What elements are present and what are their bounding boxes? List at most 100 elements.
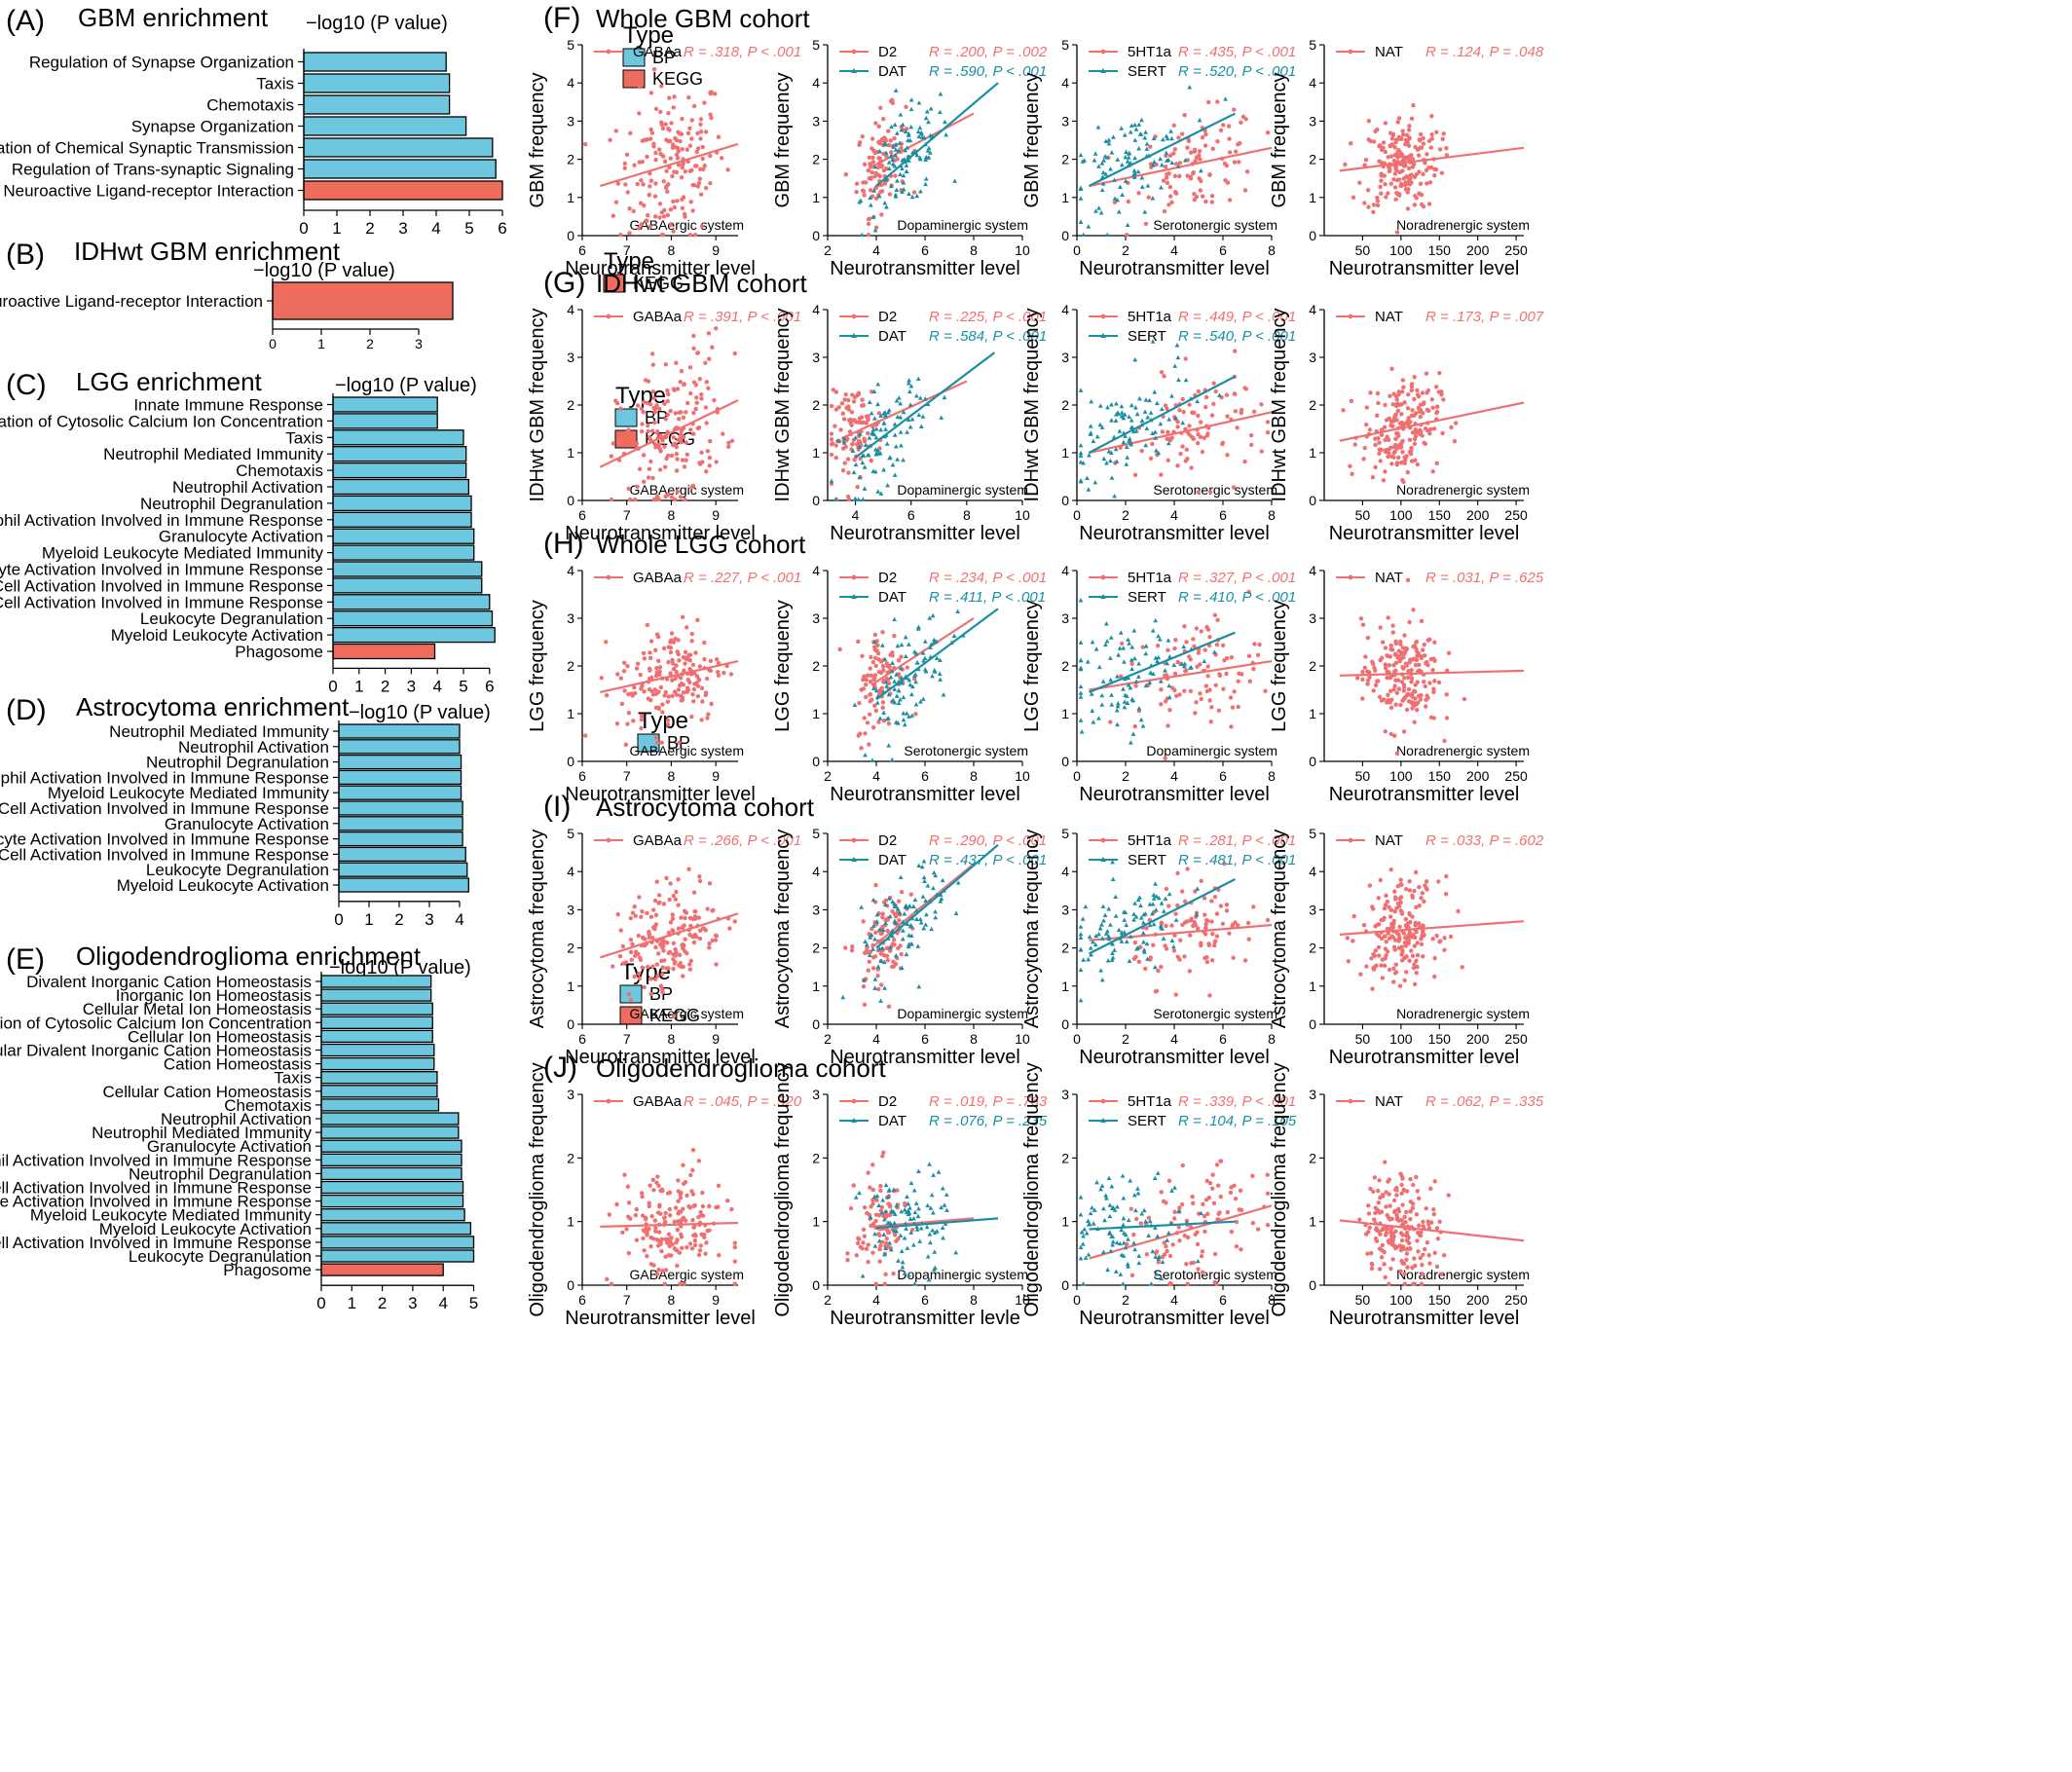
data-point	[1121, 439, 1127, 445]
data-point	[1191, 637, 1196, 642]
data-point	[1124, 444, 1129, 449]
y-tick-label: 5	[1309, 826, 1316, 841]
data-point	[1414, 971, 1419, 976]
data-point	[1078, 683, 1084, 689]
data-point	[1136, 122, 1142, 127]
data-point	[690, 662, 696, 668]
data-point	[1115, 721, 1120, 727]
data-point	[1415, 461, 1421, 467]
data-point	[1099, 692, 1105, 698]
data-point	[1165, 135, 1170, 141]
y-tick-label: 1	[1309, 445, 1316, 461]
y-tick-label: 3	[1061, 1087, 1069, 1102]
data-point	[881, 1232, 887, 1237]
data-point	[838, 427, 843, 432]
data-point	[1249, 442, 1254, 448]
category-label: Neutrophil Activation Involved in Immune…	[0, 768, 329, 787]
data-point	[709, 701, 714, 707]
data-point	[908, 384, 914, 388]
data-point	[647, 192, 652, 198]
data-point	[938, 677, 944, 682]
data-point	[1110, 876, 1116, 881]
data-point	[1192, 191, 1197, 197]
data-point	[663, 122, 668, 127]
data-point	[679, 1232, 684, 1237]
data-point	[1407, 958, 1412, 964]
data-point	[656, 1267, 661, 1273]
data-point	[1402, 1281, 1408, 1286]
system-label: Serotonergic system	[1153, 1267, 1277, 1282]
y-axis-title: Oligodendroglioma frequency	[1269, 1062, 1290, 1316]
data-point	[840, 994, 846, 1000]
data-point	[1078, 460, 1084, 464]
x-tick-label: 2	[366, 336, 374, 351]
data-point	[678, 380, 683, 385]
data-point	[1398, 895, 1404, 900]
data-point	[1417, 169, 1422, 174]
data-point	[872, 645, 877, 649]
data-point	[931, 869, 937, 875]
data-point	[870, 429, 875, 435]
data-point	[1204, 959, 1210, 965]
data-point	[1143, 221, 1149, 227]
data-point	[691, 410, 696, 416]
data-point	[1423, 883, 1427, 888]
category-label: Leukocyte Degranulation	[140, 609, 323, 628]
data-point	[681, 945, 685, 951]
data-point	[1125, 222, 1130, 227]
data-point	[1400, 438, 1405, 444]
data-point	[1181, 409, 1186, 415]
data-point	[1412, 888, 1417, 894]
data-point	[1406, 391, 1411, 397]
data-point	[1114, 401, 1119, 406]
data-point	[1135, 168, 1141, 174]
data-point	[1394, 905, 1399, 910]
data-point	[1162, 374, 1166, 379]
data-point	[881, 167, 887, 173]
data-point	[916, 133, 922, 139]
data-point	[1142, 135, 1148, 140]
bar	[272, 281, 454, 320]
data-point	[684, 656, 688, 662]
data-point	[1379, 698, 1385, 703]
data-point	[905, 665, 909, 670]
data-point	[862, 486, 868, 491]
data-point	[1159, 964, 1164, 970]
data-point	[1194, 700, 1199, 705]
regression-line	[870, 617, 975, 686]
data-point	[1095, 125, 1101, 129]
data-point	[1403, 886, 1409, 892]
data-point	[1396, 116, 1402, 121]
data-point	[845, 457, 851, 461]
data-point	[676, 903, 681, 907]
data-point	[841, 440, 847, 445]
data-point	[682, 464, 687, 469]
data-point	[642, 984, 647, 990]
data-point	[1229, 654, 1235, 660]
data-point	[1388, 154, 1394, 159]
data-point	[641, 1236, 646, 1241]
data-point	[1166, 904, 1171, 908]
data-point	[1159, 370, 1165, 375]
data-point	[1412, 375, 1417, 380]
data-point	[1394, 690, 1399, 695]
data-point	[1210, 1186, 1215, 1191]
data-point	[1109, 1184, 1115, 1189]
data-point	[845, 494, 851, 499]
data-point	[1179, 131, 1185, 136]
data-point	[856, 438, 862, 444]
data-point	[859, 904, 865, 909]
data-point	[1167, 1253, 1173, 1259]
x-tick-label: 4	[455, 910, 463, 929]
y-tick-label: 1	[1309, 1214, 1316, 1230]
data-point	[1211, 649, 1217, 654]
x-tick-label: 150	[1428, 1292, 1452, 1308]
data-point	[1125, 455, 1130, 460]
data-point	[652, 926, 657, 932]
data-point	[925, 1202, 931, 1208]
data-point	[700, 699, 705, 704]
y-tick-label: 1	[567, 706, 574, 721]
data-point	[864, 950, 869, 955]
y-axis-title: Astrocytoma frequency	[527, 830, 548, 1029]
data-point	[1224, 163, 1230, 168]
